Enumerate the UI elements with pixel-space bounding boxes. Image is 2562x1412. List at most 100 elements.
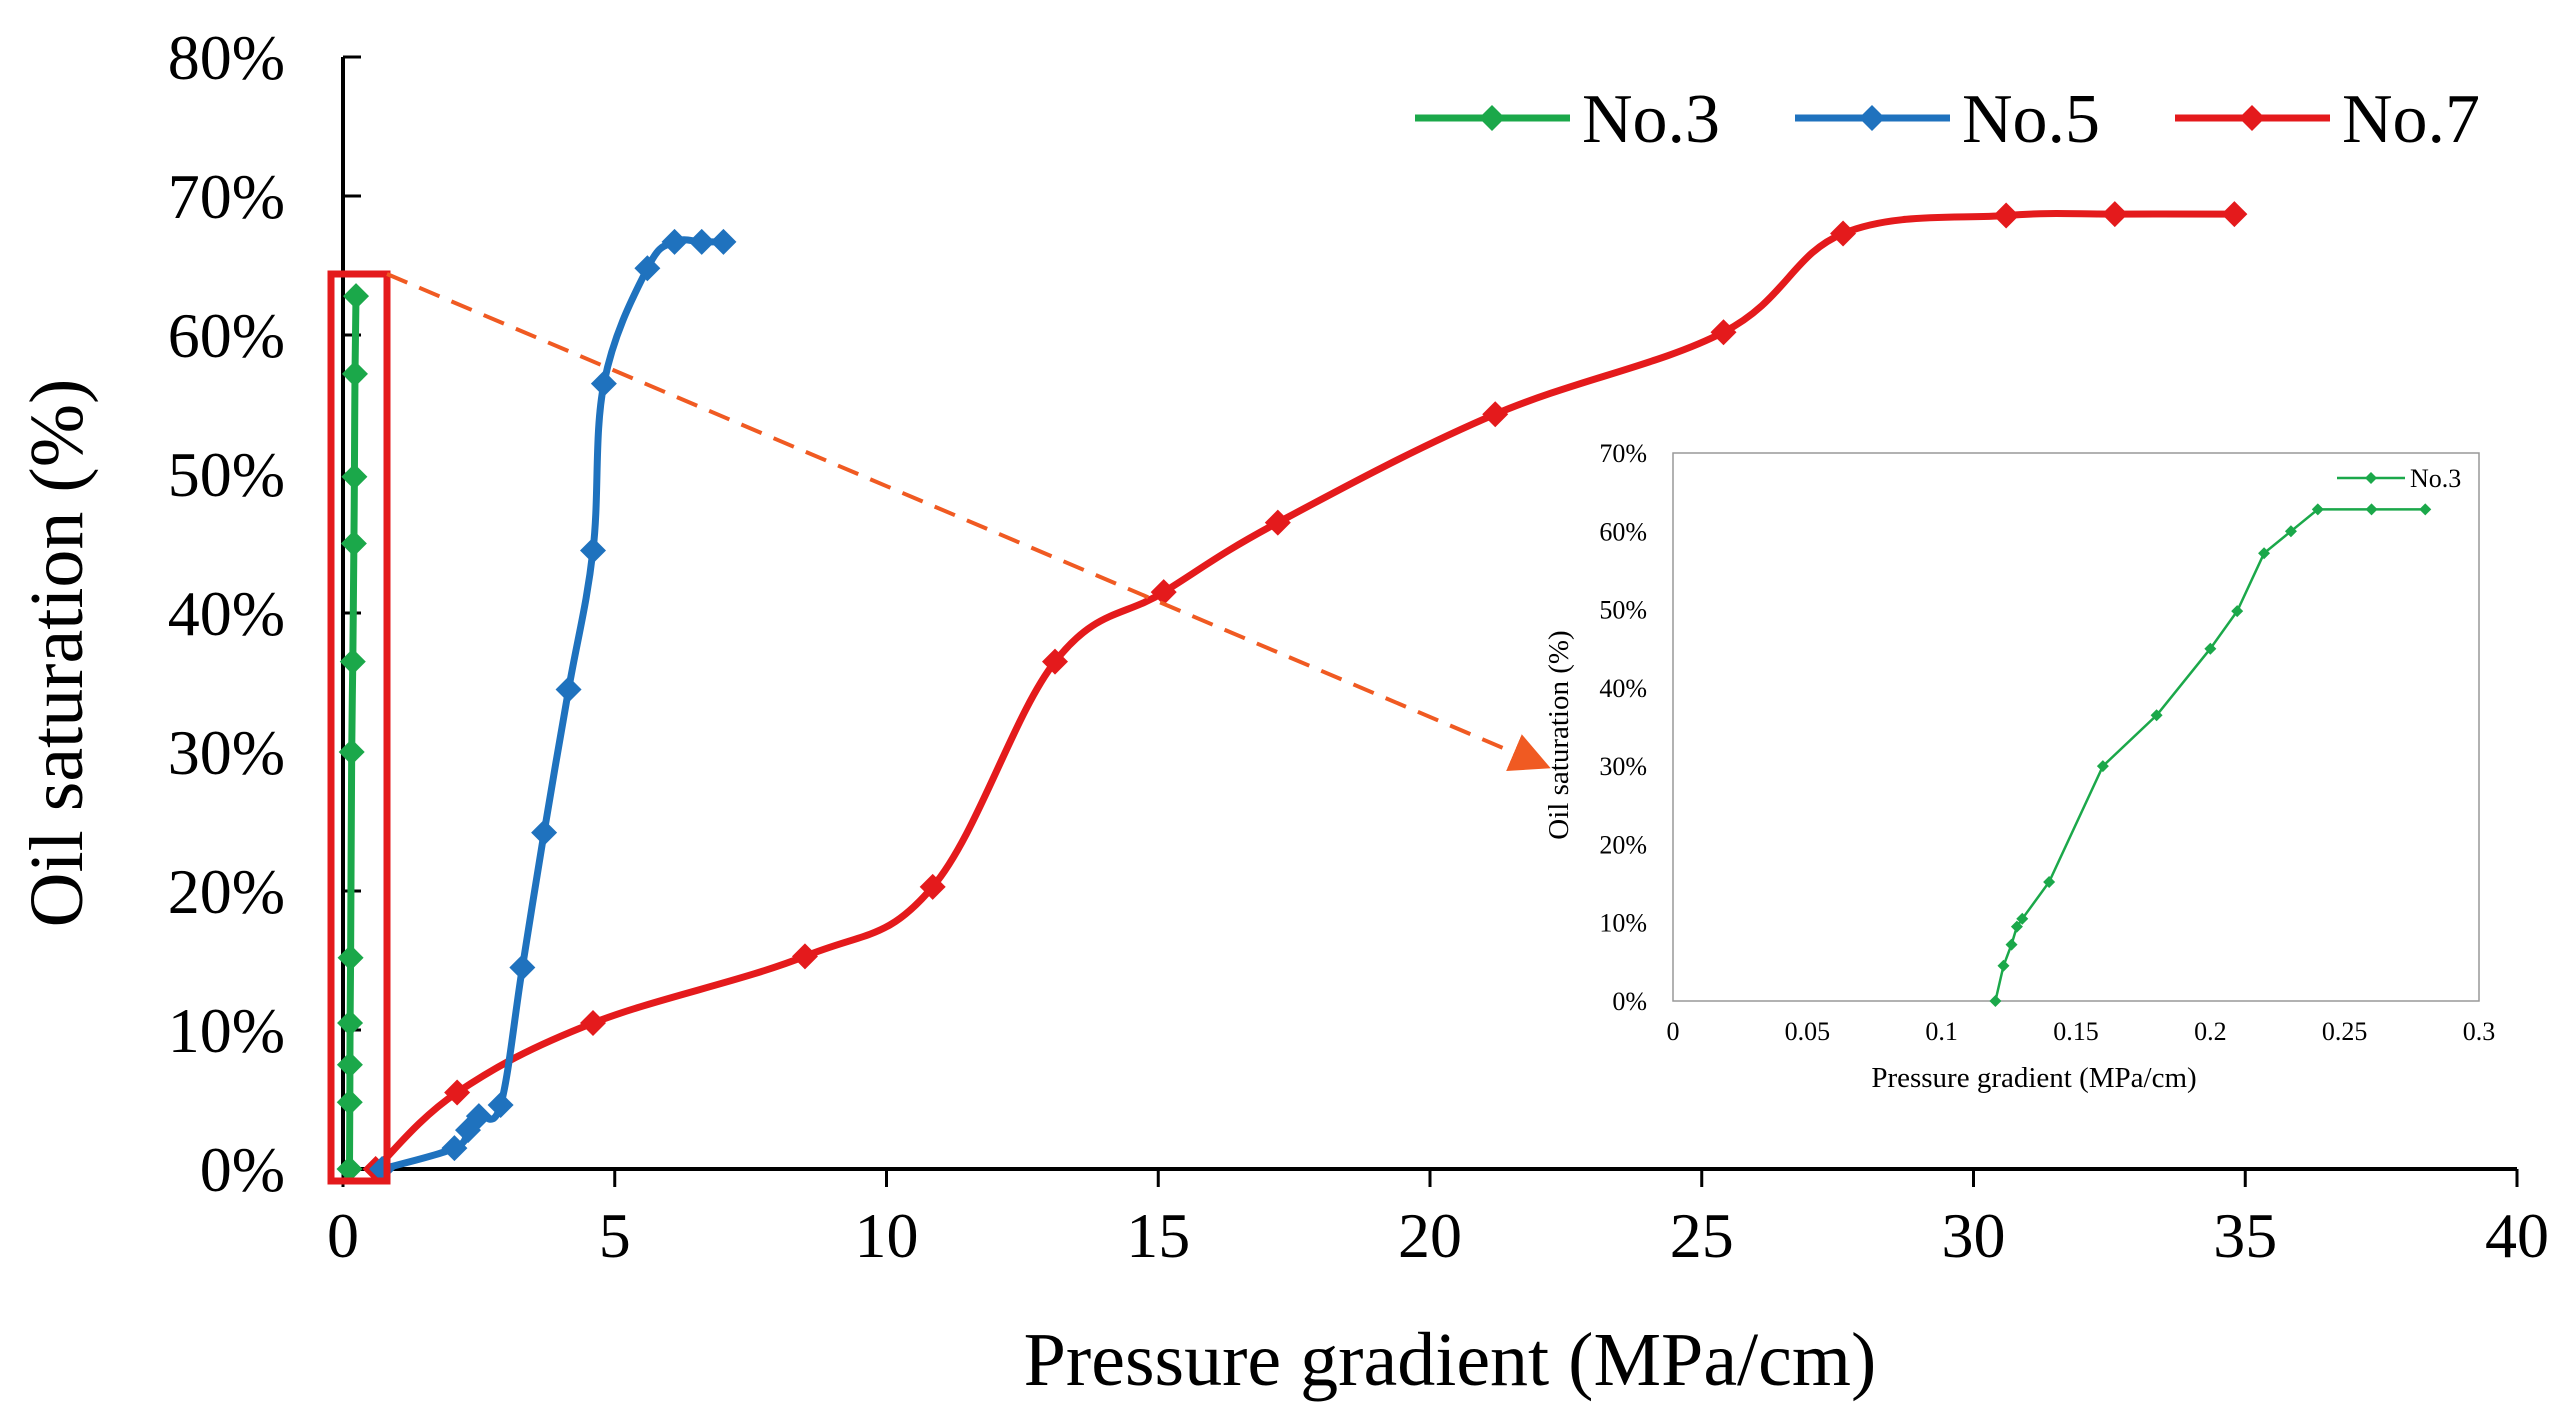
main-y-tick-label: 60%: [168, 300, 285, 371]
inset-y-tick-label: 50%: [1599, 596, 1647, 625]
inset-y-tick-label: 70%: [1599, 439, 1647, 468]
data-point-No.5: [634, 255, 661, 282]
inset-data-point: [2284, 525, 2297, 538]
legend-entry-No.3: No.3: [1415, 81, 1720, 158]
data-point-No.7: [1264, 509, 1291, 536]
inset-x-tick-label: 0.25: [2322, 1017, 2368, 1046]
inset-data-point: [2204, 642, 2217, 655]
data-point-No.7: [1993, 202, 2020, 229]
inset-data-point: [2010, 920, 2023, 933]
inset-data-point: [1997, 959, 2010, 972]
legend-entry-No.5: No.5: [1795, 81, 2100, 158]
inset-y-tick-label: 60%: [1599, 517, 1647, 546]
legend-marker: [1479, 105, 1505, 131]
data-point-No.3: [339, 648, 366, 675]
inset-y-tick-label: 10%: [1599, 909, 1647, 938]
series-line-No.3: [346, 296, 360, 1170]
data-point-No.5: [555, 676, 582, 703]
data-point-No.3: [336, 1051, 363, 1078]
data-point-No.5: [487, 1092, 514, 1119]
series-no7: [362, 201, 2248, 1182]
main-x-tick-label: 0: [327, 1200, 359, 1271]
main-y-tick-label: 40%: [168, 578, 285, 649]
main-x-tick-label: 30: [1942, 1200, 2006, 1271]
data-point-No.5: [580, 537, 607, 564]
legend-entry-No.7: No.7: [2175, 81, 2480, 158]
main-x-tick-label: 15: [1126, 1200, 1190, 1271]
main-x-axis-title: Pressure gradient (MPa/cm): [1024, 1318, 1877, 1402]
data-point-No.7: [791, 943, 818, 970]
highlight-box: [327, 270, 391, 1185]
inset-data-point: [2150, 709, 2163, 722]
data-point-No.3: [336, 1156, 363, 1182]
data-point-No.3: [338, 739, 365, 765]
series-no3: [336, 283, 370, 1182]
inset-frame: [1672, 452, 2480, 1002]
main-x-tick-label: 35: [2213, 1200, 2277, 1271]
data-point-No.5: [509, 954, 536, 981]
data-point-No.5: [531, 819, 558, 846]
data-point-No.3: [337, 944, 364, 971]
inset-data-point: [2311, 503, 2324, 516]
legend-marker: [2239, 105, 2265, 131]
data-point-No.7: [580, 1010, 607, 1037]
inset-legend-entry-No.3: No.3: [2337, 464, 2461, 493]
data-point-No.7: [1482, 401, 1509, 428]
inset-y-tick-label: 0%: [1612, 987, 1647, 1016]
main-y-tick-label: 70%: [168, 161, 285, 232]
legend-marker: [1859, 105, 1885, 131]
data-point-No.7: [444, 1079, 471, 1106]
data-point-No.7: [2221, 201, 2248, 228]
inset-x-tick-label: 0.2: [2194, 1017, 2227, 1046]
data-point-No.3: [340, 530, 367, 557]
data-point-No.5: [441, 1135, 468, 1162]
inset-x-axis-title: Pressure gradient (MPa/cm): [1871, 1062, 2196, 1094]
inset-x-tick-label: 0: [1667, 1017, 1680, 1046]
main-y-tick-label: 10%: [168, 995, 285, 1066]
inset-y-tick-label: 40%: [1599, 674, 1647, 703]
inset-data-point: [2365, 503, 2378, 516]
data-point-No.7: [1710, 319, 1737, 346]
inset-legend-marker: [2365, 472, 2377, 484]
data-point-No.5: [710, 228, 737, 255]
inset-data-point: [1989, 995, 2002, 1007]
inset-legend-label: No.3: [2410, 464, 2461, 493]
inset-y-tick-label: 30%: [1599, 752, 1647, 781]
main-y-tick-label: 20%: [168, 856, 285, 927]
data-point-No.7: [919, 873, 946, 900]
data-point-No.3: [337, 1010, 364, 1037]
inset-data-point: [2258, 547, 2271, 560]
inset-data-point: [2096, 760, 2109, 773]
inset-y-axis-title: Oil saturation (%): [1543, 630, 1575, 839]
series-line-No.7: [373, 210, 2235, 1172]
main-y-tick-label: 0%: [200, 1134, 285, 1205]
main-x-tick-label: 20: [1398, 1200, 1462, 1271]
legend-label: No.3: [1582, 81, 1720, 158]
inset-data-point: [2419, 503, 2432, 516]
data-point-No.3: [343, 283, 370, 310]
data-point-No.7: [2101, 201, 2128, 228]
data-point-No.5: [661, 228, 688, 255]
inset-data-point: [2016, 912, 2029, 925]
main-x-tick-label: 40: [2485, 1200, 2549, 1271]
data-point-No.3: [336, 1089, 363, 1116]
inset-x-tick-label: 0.05: [1785, 1017, 1831, 1046]
main-y-tick-label: 80%: [168, 22, 285, 93]
data-point-No.5: [465, 1103, 492, 1130]
data-point-No.5: [688, 228, 715, 255]
inset-data-point: [2043, 876, 2056, 889]
main-y-tick-label: 30%: [168, 717, 285, 788]
inset-data-point: [2005, 938, 2018, 951]
main-plot: 0% 10% 20% 30% 40% 50% 60% 70% 80% 0 5 10 15 20 25 30 35…: [15, 22, 2549, 1402]
series-no5: [369, 228, 737, 1182]
data-point-No.7: [1150, 579, 1177, 606]
data-point-No.3: [341, 463, 368, 490]
data-point-No.5: [590, 370, 617, 397]
inset-data-point: [2231, 605, 2244, 618]
inset-x-tick-label: 0.3: [2463, 1017, 2496, 1046]
main-x-tick-label: 5: [599, 1200, 631, 1271]
data-point-No.3: [341, 360, 368, 387]
inset-series-no3: [1989, 503, 2432, 1007]
